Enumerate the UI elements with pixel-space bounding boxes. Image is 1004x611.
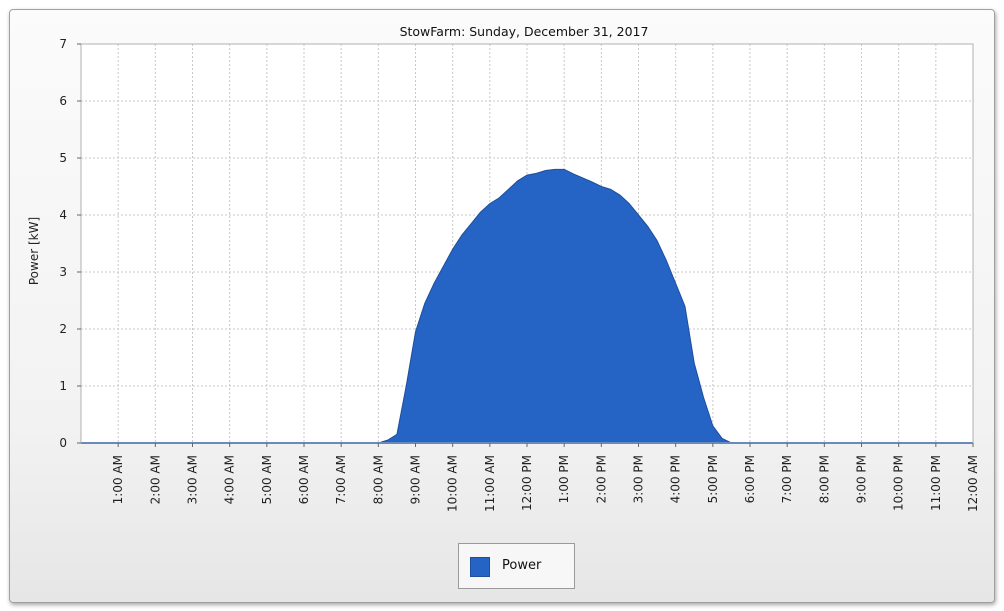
y-tick-label: 4 bbox=[59, 208, 67, 222]
x-tick-label: 4:00 AM bbox=[223, 455, 237, 504]
x-tick-label: 7:00 PM bbox=[780, 455, 794, 503]
x-tick-label: 7:00 AM bbox=[334, 455, 348, 504]
x-tick-label: 1:00 PM bbox=[557, 455, 571, 503]
y-tick-label: 5 bbox=[59, 151, 67, 165]
y-tick-label: 0 bbox=[59, 436, 67, 450]
y-tick-label: 3 bbox=[59, 265, 67, 279]
x-tick-label: 4:00 PM bbox=[669, 455, 683, 503]
plot-area: 0 1 2 3 4 5 6 7 1:00 AM 2:00 AM 3:00 AM 4:00 AM 5:00… bbox=[59, 37, 980, 512]
power-area-chart: StowFarm: Sunday, December 31, 2017 Powe… bbox=[27, 24, 980, 512]
x-tick-label: 11:00 PM bbox=[929, 455, 943, 511]
legend-swatch-power bbox=[470, 557, 490, 577]
chart-panel: StowFarm: Sunday, December 31, 2017 Powe… bbox=[9, 9, 995, 603]
x-tick-label: 3:00 PM bbox=[632, 455, 646, 503]
x-tick-label: 12:00 AM bbox=[966, 455, 980, 512]
x-tick-label: 2:00 AM bbox=[148, 455, 162, 504]
y-tick-label: 1 bbox=[59, 379, 67, 393]
x-tick-label: 11:00 AM bbox=[483, 455, 497, 512]
legend: Power bbox=[458, 543, 575, 589]
x-tick-label: 6:00 AM bbox=[297, 455, 311, 504]
x-tick-label: 10:00 AM bbox=[446, 455, 460, 512]
chart-title: StowFarm: Sunday, December 31, 2017 bbox=[400, 24, 649, 39]
x-tick-label: 9:00 PM bbox=[855, 455, 869, 503]
y-axis-label: Power [kW] bbox=[27, 217, 41, 285]
y-tick-label: 7 bbox=[59, 37, 67, 51]
x-tick-label: 12:00 PM bbox=[520, 455, 534, 511]
legend-label-power: Power bbox=[502, 558, 542, 573]
y-tick-label: 2 bbox=[59, 322, 67, 336]
x-tick-label: 6:00 PM bbox=[743, 455, 757, 503]
x-tick-label: 10:00 PM bbox=[892, 455, 906, 511]
x-tick-label: 5:00 PM bbox=[706, 455, 720, 503]
x-tick-label: 2:00 PM bbox=[594, 455, 608, 503]
x-tick-label: 1:00 AM bbox=[111, 455, 125, 504]
power-area bbox=[81, 168, 973, 444]
x-tick-label: 8:00 AM bbox=[371, 455, 385, 504]
x-tick-label: 8:00 PM bbox=[817, 455, 831, 503]
x-tick-label: 3:00 AM bbox=[186, 455, 200, 504]
y-tick-label: 6 bbox=[59, 94, 67, 108]
x-tick-label: 5:00 AM bbox=[260, 455, 274, 504]
x-tick-label: 9:00 AM bbox=[409, 455, 423, 504]
